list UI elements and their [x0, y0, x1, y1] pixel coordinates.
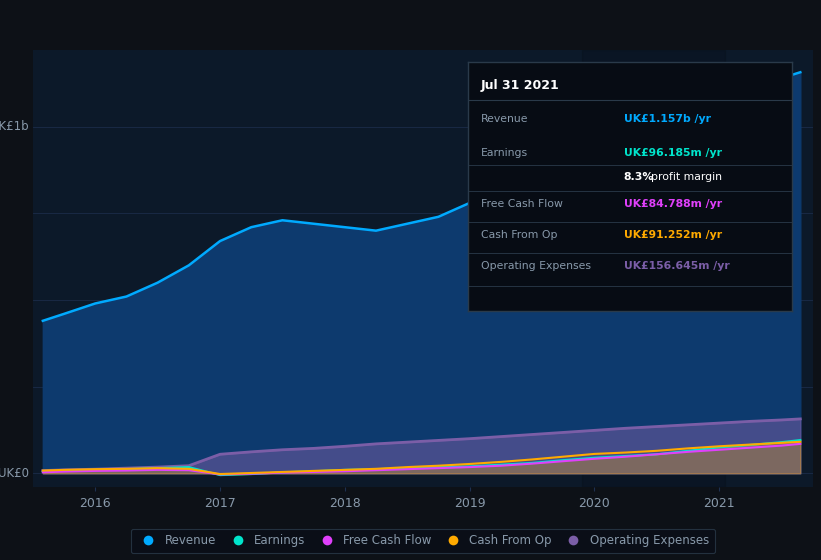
Text: Operating Expenses: Operating Expenses [481, 261, 591, 271]
Text: Free Cash Flow: Free Cash Flow [481, 199, 563, 209]
Legend: Revenue, Earnings, Free Cash Flow, Cash From Op, Operating Expenses: Revenue, Earnings, Free Cash Flow, Cash … [131, 529, 715, 553]
Text: UK£91.252m /yr: UK£91.252m /yr [624, 230, 722, 240]
Text: profit margin: profit margin [651, 172, 722, 183]
Text: UK£96.185m /yr: UK£96.185m /yr [624, 147, 722, 157]
Text: UK£1.157b /yr: UK£1.157b /yr [624, 114, 711, 124]
Text: UK£1b: UK£1b [0, 120, 29, 133]
Text: Revenue: Revenue [481, 114, 529, 124]
Text: 8.3%: 8.3% [624, 172, 654, 183]
Text: Earnings: Earnings [481, 147, 528, 157]
Text: Jul 31 2021: Jul 31 2021 [481, 79, 560, 92]
Text: Cash From Op: Cash From Op [481, 230, 557, 240]
Text: UK£84.788m /yr: UK£84.788m /yr [624, 199, 722, 209]
Text: UK£0: UK£0 [0, 467, 29, 480]
Bar [582, 50, 726, 487]
Text: UK£156.645m /yr: UK£156.645m /yr [624, 261, 729, 271]
